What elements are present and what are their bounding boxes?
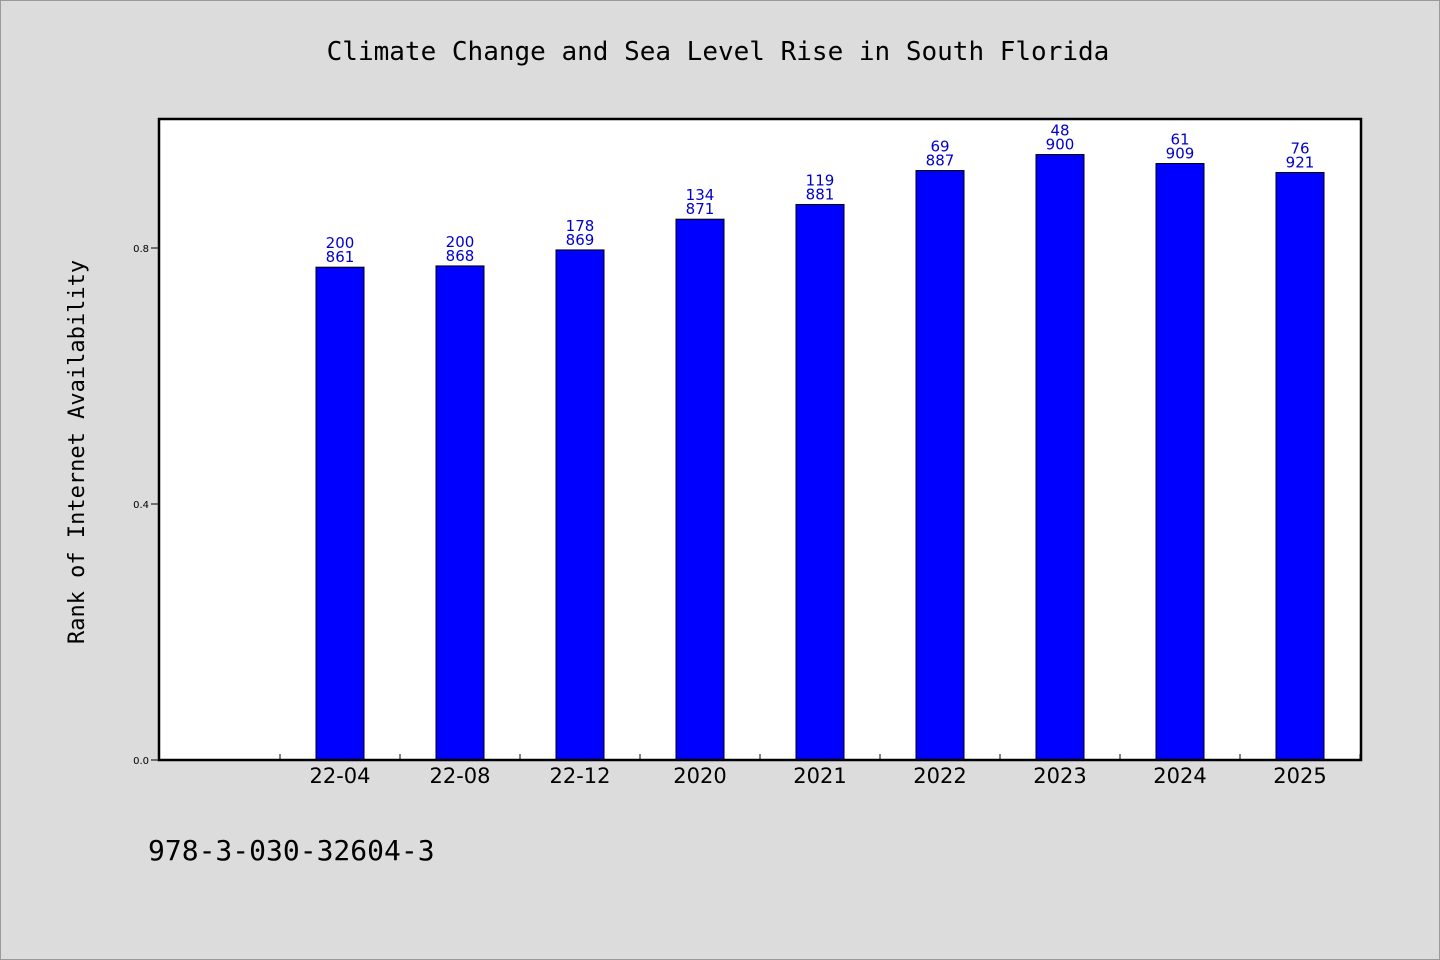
- plot-border: [157, 117, 1363, 762]
- bar-value-label: 900: [1046, 136, 1075, 154]
- bar-rank-label: 178: [566, 217, 595, 235]
- bar-rank-label: 76: [1290, 139, 1309, 157]
- bar-value-label: 909: [1166, 145, 1195, 163]
- bar: [1275, 171, 1325, 761]
- bar-value-label: 921: [1286, 153, 1315, 171]
- x-tick-label: 2022: [913, 764, 966, 788]
- bar-value-label: 869: [566, 231, 595, 249]
- x-tick-label: 2024: [1153, 764, 1206, 788]
- bar-rank-label: 200: [446, 233, 475, 251]
- bar: [1035, 154, 1085, 761]
- bar-value-label: 887: [926, 152, 955, 170]
- bar-value-label: 881: [806, 185, 835, 203]
- bar-rank-label: 134: [686, 186, 715, 204]
- y-axis-label: Rank of Internet Availability: [65, 260, 90, 644]
- bar: [1155, 163, 1205, 761]
- bar-rank-label: 61: [1170, 131, 1189, 149]
- bar: [555, 249, 605, 761]
- x-tick-label: 2021: [793, 764, 846, 788]
- bar-rank-label: 200: [326, 234, 355, 252]
- y-tick-label: 0.4: [133, 500, 149, 511]
- x-tick-label: 22-08: [429, 764, 490, 788]
- bar: [675, 218, 725, 761]
- x-tick-label: 22-04: [309, 764, 370, 788]
- x-tick-label: 2023: [1033, 764, 1086, 788]
- bar-rank-label: 119: [806, 171, 835, 189]
- x-tick-label: 22-12: [549, 764, 610, 788]
- bar: [915, 170, 965, 761]
- chart-title: Climate Change and Sea Level Rise in Sou…: [327, 37, 1110, 67]
- y-tick-label: 0.8: [133, 244, 149, 255]
- y-tick-label: 0.0: [133, 756, 149, 767]
- bar: [315, 266, 365, 761]
- bar: [795, 203, 845, 761]
- bar-value-label: 861: [326, 248, 355, 266]
- bar-rank-label: 69: [930, 138, 949, 156]
- bar-value-label: 868: [446, 247, 475, 265]
- footer-code: 978-3-030-32604-3: [148, 834, 435, 867]
- x-tick-label: 2020: [673, 764, 726, 788]
- bar-value-label: 871: [686, 200, 715, 218]
- x-tick-label: 2025: [1273, 764, 1326, 788]
- bar-rank-label: 48: [1050, 122, 1069, 140]
- bar: [435, 265, 485, 761]
